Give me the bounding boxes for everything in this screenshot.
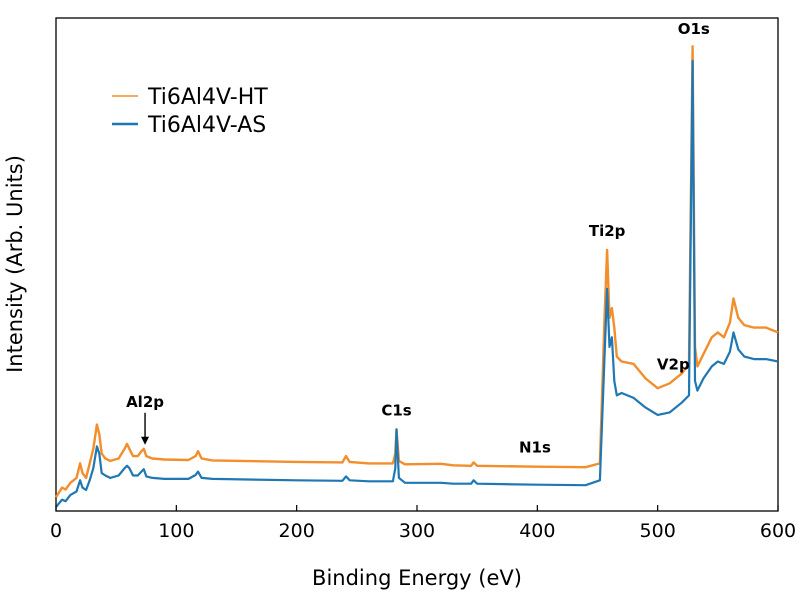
peak-label-ti2p: Ti2p: [589, 222, 626, 240]
peak-label-v2p: V2p: [657, 355, 690, 373]
peak-label-c1s: C1s: [381, 401, 411, 419]
legend: Ti6Al4V-HT Ti6Al4V-AS: [112, 85, 268, 138]
peak-label-n1s: N1s: [519, 439, 551, 457]
x-tick-label: 200: [279, 520, 315, 542]
legend-label-ht: Ti6Al4V-HT: [147, 85, 268, 110]
peak-label-o1s: O1s: [678, 20, 710, 38]
x-tick-label: 500: [640, 520, 676, 542]
legend-label-as: Ti6Al4V-AS: [147, 113, 266, 138]
x-tick-label: 300: [399, 520, 435, 542]
peak-arrow-head: [141, 436, 150, 445]
x-tick-label: 100: [158, 520, 194, 542]
x-axis-ticks: 0 100 200 300 400 500 600: [50, 505, 796, 542]
series-line-ti6al4v-as: [55, 59, 779, 508]
x-axis-label: Binding Energy (eV): [312, 566, 522, 590]
x-tick-label: 0: [50, 520, 62, 542]
x-tick-label: 400: [519, 520, 555, 542]
annotation-layer: O1s Ti2p V2p N1s C1s Al2p: [126, 20, 710, 457]
x-tick-label: 600: [760, 520, 796, 542]
y-axis-label: Intensity (Arb. Units): [3, 155, 27, 373]
peak-label-al2p: Al2p: [126, 393, 164, 411]
series-layer: [54, 45, 779, 508]
